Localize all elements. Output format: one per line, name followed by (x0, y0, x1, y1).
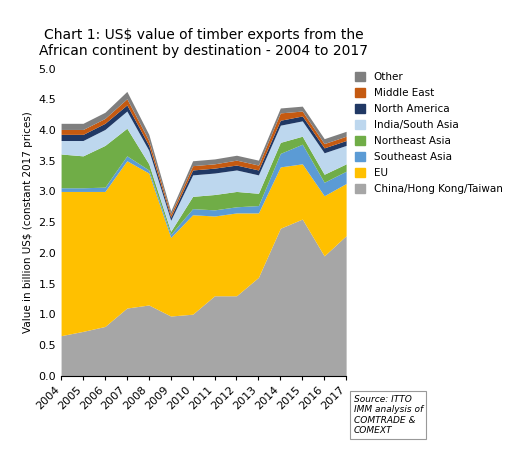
Legend: Other, Middle East, North America, India/South Asia, Northeast Asia, Southeast A: Other, Middle East, North America, India… (352, 69, 506, 197)
Y-axis label: Value in billion US$ (constant 2017 prices): Value in billion US$ (constant 2017 pric… (23, 111, 33, 333)
Title: Chart 1: US$ value of timber exports from the
African continent by destination -: Chart 1: US$ value of timber exports fro… (39, 27, 368, 58)
Text: Source: ITTO
IMM analysis of
COMTRADE &
COMEXT: Source: ITTO IMM analysis of COMTRADE & … (354, 395, 423, 435)
